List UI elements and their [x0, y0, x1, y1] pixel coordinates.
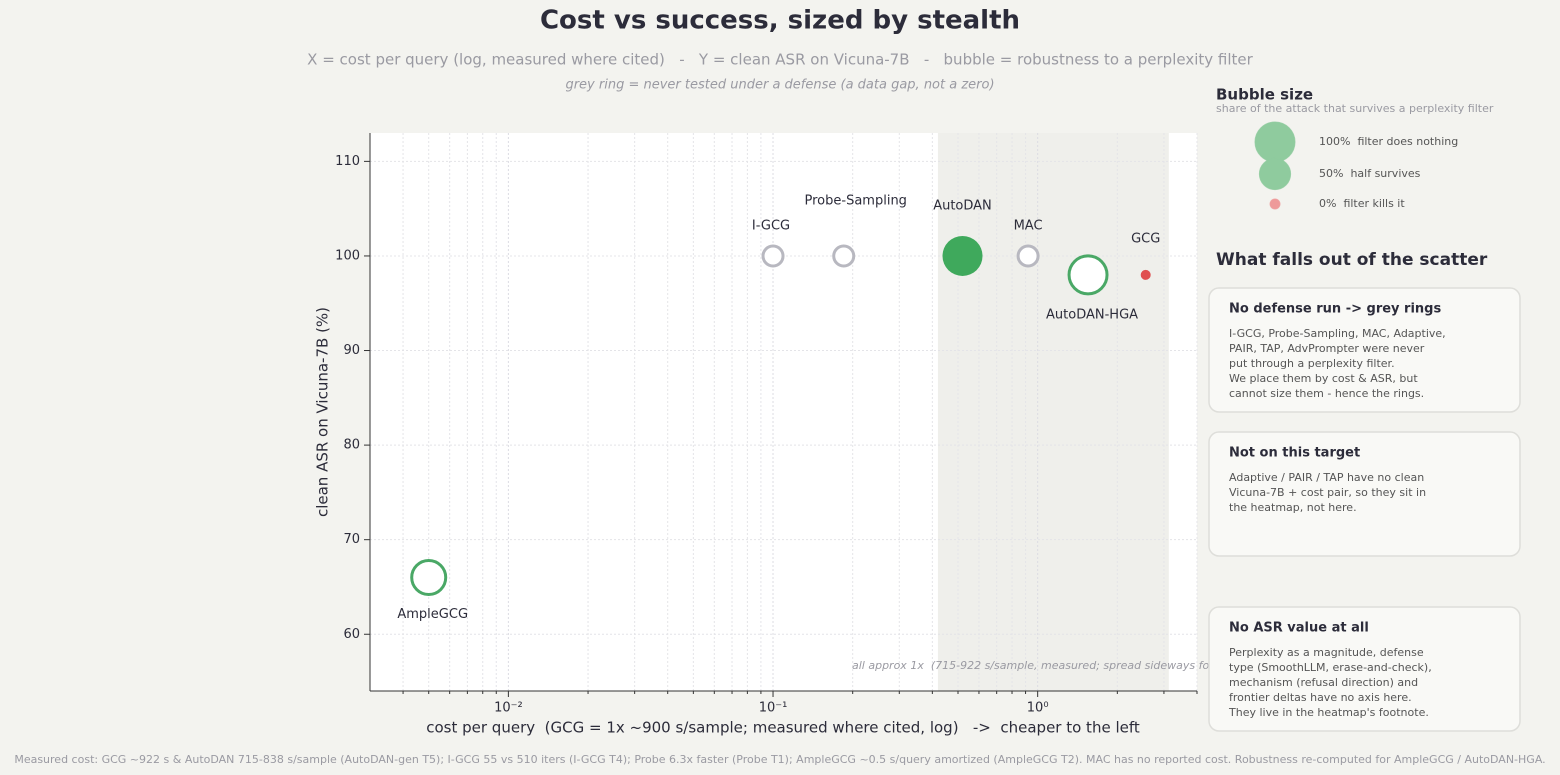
point-label: I-GCG — [752, 218, 790, 233]
y-tick-label: 110 — [335, 154, 360, 169]
card-line: Adaptive / PAIR / TAP have no clean — [1229, 471, 1424, 484]
x-tick-label: 10⁻² — [494, 701, 523, 716]
y-tick-label: 80 — [343, 438, 360, 453]
insights-title: What falls out of the scatter — [1216, 250, 1488, 270]
legend-subtitle: share of the attack that survives a perp… — [1216, 102, 1494, 115]
y-tick-label: 90 — [343, 343, 360, 358]
card-line: Perplexity as a magnitude, defense — [1229, 646, 1424, 659]
card — [1208, 287, 1521, 413]
point — [1140, 269, 1151, 280]
point-label: AmpleGCG — [397, 607, 468, 622]
y-tick-label: 70 — [343, 532, 360, 547]
x-tick-label: 10⁰ — [1027, 701, 1049, 716]
card-line: the heatmap, not here. — [1229, 501, 1357, 514]
card-line: I-GCG, Probe-Sampling, MAC, Adaptive, — [1229, 327, 1446, 340]
card-line: type (SmoothLLM, erase-and-check), — [1229, 661, 1432, 674]
legend-label: 50% half survives — [1319, 167, 1421, 180]
title: Cost vs success, sized by stealth — [540, 6, 1020, 36]
x-axis-label: cost per query (GCG = 1x ~900 s/sample; … — [426, 719, 1140, 737]
subtitle: X = cost per query (log, measured where … — [307, 51, 1253, 69]
legend: 100% filter does nothing 50% half survive… — [1254, 121, 1458, 210]
point-label: MAC — [1014, 218, 1043, 233]
footer: Measured cost: GCG ~922 s & AutoDAN 715-… — [14, 753, 1545, 766]
point — [832, 244, 856, 268]
card — [1208, 431, 1521, 557]
card-title: No ASR value at all — [1229, 621, 1369, 636]
band-annotation: all approx 1x (715-922 s/sample, measure… — [852, 659, 1209, 672]
point — [942, 235, 983, 276]
card-line: Vicuna-7B + cost pair, so they sit in — [1229, 486, 1426, 499]
card-title: No defense run -> grey rings — [1229, 302, 1441, 317]
point-label: GCG — [1131, 231, 1160, 246]
legend-bubble — [1254, 121, 1296, 163]
legend-label: 100% filter does nothing — [1319, 135, 1458, 148]
card-line: frontier deltas have no axis here. — [1229, 691, 1412, 704]
card-line: We place them by cost & ASR, but — [1229, 372, 1418, 385]
point-label: AutoDAN — [933, 198, 992, 213]
note: grey ring = never tested under a defense… — [565, 78, 994, 93]
legend-title: Bubble size — [1216, 86, 1313, 104]
legend-bubble — [1269, 198, 1281, 210]
point — [761, 244, 785, 268]
y-tick-label: 100 — [335, 248, 360, 263]
plot: 10⁻² 10⁻¹ 10⁰ 60 70 80 90 100 110 all approx 1x (… — [335, 133, 1209, 716]
card-line: put through a perplexity filter. — [1229, 357, 1395, 370]
y-tick-label: 60 — [343, 627, 360, 642]
point-label: AutoDAN-HGA — [1046, 307, 1138, 322]
card-line: cannot size them - hence the rings. — [1229, 387, 1424, 400]
point — [1016, 244, 1040, 268]
legend-bubble — [1258, 157, 1292, 191]
cards: No defense run -> grey rings I-GCG, Probe… — [1208, 287, 1521, 732]
y-axis-label: clean ASR on Vicuna-7B (%) — [314, 307, 332, 517]
x-tick-label: 10⁻¹ — [759, 701, 788, 716]
point — [410, 559, 448, 597]
point — [1067, 254, 1109, 296]
card — [1208, 606, 1521, 732]
card-line: PAIR, TAP, AdvPrompter were never — [1229, 342, 1425, 355]
card-line: mechanism (refusal direction) and — [1229, 676, 1418, 689]
card-title: Not on this target — [1229, 446, 1360, 461]
card-line: They live in the heatmap's footnote. — [1228, 706, 1429, 719]
point-label: Probe-Sampling — [805, 193, 907, 208]
legend-label: 0% filter kills it — [1319, 197, 1405, 210]
band — [937, 133, 1169, 691]
